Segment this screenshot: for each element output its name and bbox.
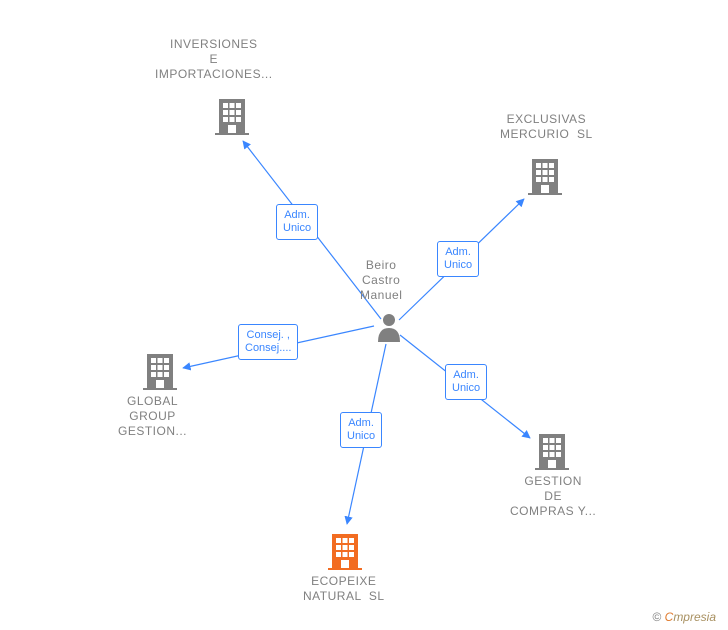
edge-label-global: Consej. , Consej.... (238, 324, 298, 360)
building-icon (535, 430, 569, 475)
building-icon (328, 530, 362, 575)
edge-label-gestion: Adm. Unico (445, 364, 487, 400)
building-icon (143, 350, 177, 395)
person-icon (376, 312, 402, 347)
edge-label-ecopeixe: Adm. Unico (340, 412, 382, 448)
brand: Cmpresia (665, 610, 716, 624)
copyright: © Cmpresia (652, 610, 716, 624)
node-label-inversiones: INVERSIONES E IMPORTACIONES... (155, 37, 273, 82)
edge-label-inversiones: Adm. Unico (276, 204, 318, 240)
copyright-symbol: © (652, 610, 661, 624)
diagram-canvas: Beiro Castro Manuel INVERSIONES E IMPORT… (0, 0, 728, 630)
center-label: Beiro Castro Manuel (360, 258, 402, 303)
edges-layer (0, 0, 728, 630)
node-label-gestion: GESTION DE COMPRAS Y... (510, 474, 596, 519)
node-label-exclusivas: EXCLUSIVAS MERCURIO SL (500, 112, 593, 142)
building-icon (528, 155, 562, 200)
node-label-global: GLOBAL GROUP GESTION... (118, 394, 187, 439)
building-icon (215, 95, 249, 140)
node-label-ecopeixe: ECOPEIXE NATURAL SL (303, 574, 385, 604)
edge-label-exclusivas: Adm. Unico (437, 241, 479, 277)
